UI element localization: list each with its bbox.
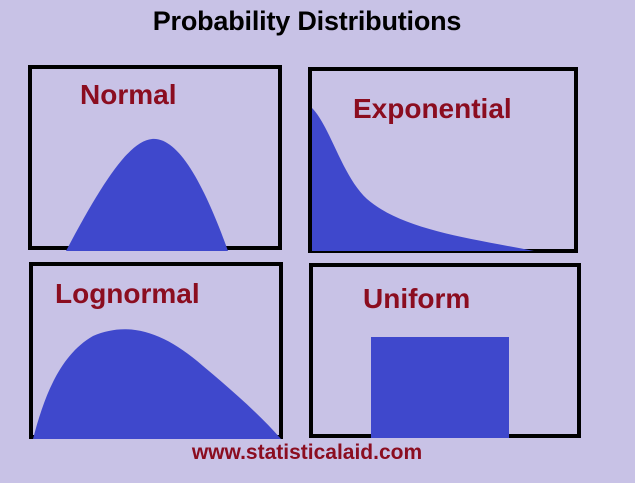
lognormal-distribution-curve: [33, 329, 281, 439]
exponential-curve-shape: [312, 108, 534, 251]
uniform-distribution-panel: Uniform: [309, 263, 581, 438]
exponential-distribution-curve: [312, 108, 534, 251]
lognormal-curve-shape: [33, 329, 281, 439]
website-url: www.statisticalaid.com: [191, 441, 423, 464]
exponential-label: Exponential: [353, 93, 512, 124]
lognormal-distribution-panel: Lognormal: [29, 262, 283, 439]
page-title: Probability Distributions: [152, 6, 462, 36]
uniform-rectangle: [371, 337, 509, 438]
lognormal-label: Lognormal: [55, 278, 200, 309]
normal-label: Normal: [80, 79, 177, 110]
uniform-label: Uniform: [363, 283, 471, 314]
exponential-distribution-panel: Exponential: [308, 67, 578, 253]
uniform-distribution-shape: [371, 337, 509, 438]
normal-distribution-curve: [66, 138, 228, 251]
normal-distribution-panel: Normal: [28, 65, 282, 251]
normal-curve-shape: [66, 138, 228, 251]
